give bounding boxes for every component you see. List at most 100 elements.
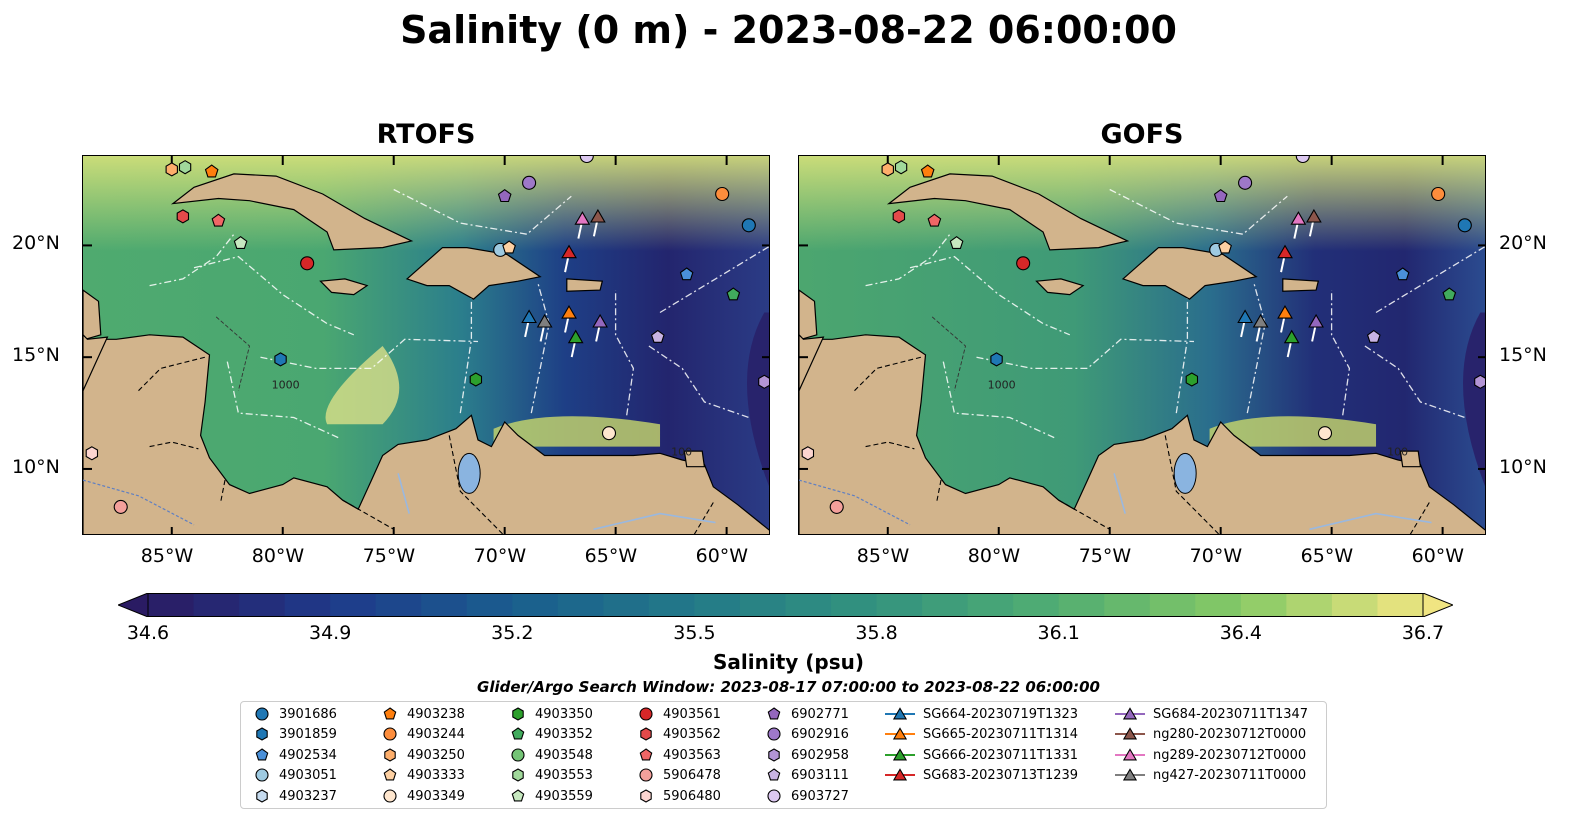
- legend-entry: 6903727: [765, 788, 849, 804]
- glider-track-ng427-20230711T0000: [539, 327, 545, 342]
- argo-float-4903333: [1218, 240, 1232, 254]
- legend-label: 3901686: [279, 706, 337, 722]
- colorbar-tick-label: 35.8: [855, 622, 898, 644]
- legend-label: 4903237: [279, 788, 337, 804]
- colorbar-bin: [876, 593, 923, 617]
- glider-SG683-20230713T1239: [1277, 244, 1293, 259]
- legend-entry: 4903563: [637, 747, 721, 763]
- argo-float-5906480: [801, 446, 815, 461]
- legend-label: SG683-20230713T1239: [923, 767, 1079, 783]
- glider-SG666-20230711T1331: [1283, 329, 1300, 344]
- legend-label: SG664-20230719T1323: [923, 706, 1079, 722]
- legend-entry: 4903350: [509, 706, 593, 722]
- argo-float-4903563: [927, 213, 942, 227]
- legend-entry: 4903237: [253, 788, 337, 804]
- eez-boundary: [909, 255, 1071, 336]
- colorbar-tick-label: 34.9: [308, 622, 352, 644]
- legend-entry: 3901686: [253, 706, 337, 722]
- contour-label: 100: [1387, 446, 1408, 459]
- argo-legend-icon: [384, 748, 396, 762]
- colorbar-min-arrow: [116, 592, 149, 618]
- argo-legend-icon: [767, 727, 781, 741]
- argo-legend-icon: [639, 707, 653, 721]
- legend-entry: SG684-20230711T1347: [1115, 706, 1308, 722]
- river: [1113, 473, 1126, 514]
- legend-label: 5906480: [663, 788, 721, 804]
- legend-entry: 5906478: [637, 767, 721, 783]
- glider-track-SG666-20230711T1331: [1286, 342, 1292, 358]
- country-border: [1058, 499, 1110, 530]
- argo-float-3901686: [1457, 218, 1472, 233]
- argo-float-4903561: [300, 256, 315, 271]
- legend-entry: ng280-20230712T0000: [1115, 726, 1306, 742]
- glider-SG684-20230711T1347: [1308, 313, 1324, 328]
- argo-float-6903727: [579, 156, 594, 164]
- argo-legend-icon: [383, 789, 397, 803]
- glider-track-SG683-20230713T1239: [564, 257, 570, 273]
- eez-boundary: [226, 361, 339, 439]
- glider-legend-icon: [1115, 707, 1145, 720]
- land: [1282, 278, 1320, 292]
- high-salinity-band: [799, 156, 1485, 251]
- country-border: [1409, 502, 1430, 534]
- y-tick-label-left: 15°N: [12, 344, 60, 367]
- colorbar-bin: [1195, 593, 1242, 617]
- argo-float-3901859: [990, 352, 1003, 367]
- colorbar-tick-label: 36.7: [1401, 622, 1445, 644]
- high-salinity-band: [83, 156, 769, 251]
- legend-entry: 4903352: [509, 726, 593, 742]
- atlantic-low-salinity: [1463, 312, 1485, 486]
- argo-float-5906480: [85, 446, 99, 461]
- legend-label: 4903561: [663, 706, 721, 722]
- glider-SG684-20230711T1347: [592, 313, 608, 328]
- legend-entry: 6902916: [765, 726, 849, 742]
- legend-label: 6902771: [791, 706, 849, 722]
- coastal-band: [1209, 416, 1377, 447]
- legend-entry: 4903561: [637, 706, 721, 722]
- legend-entry: ng427-20230711T0000: [1115, 767, 1306, 783]
- glider-SG665-20230711T1314: [1277, 305, 1293, 319]
- colorbar-bin: [739, 593, 787, 617]
- argo-float-4903561: [1016, 256, 1031, 271]
- x-tick-label: 75°W: [1078, 545, 1132, 567]
- country-border: [138, 356, 206, 392]
- argo-float-6902958: [758, 374, 769, 389]
- contour-label: 1000: [272, 378, 300, 391]
- legend-label: SG666-20230711T1331: [923, 747, 1079, 763]
- legend-entry: SG666-20230711T1331: [885, 747, 1078, 763]
- eez-boundary: [648, 345, 750, 419]
- argo-legend-icon: [640, 727, 652, 741]
- colorbar-tick-label: 34.6: [126, 622, 170, 644]
- legend-label: SG665-20230711T1314: [923, 726, 1079, 742]
- river: [1309, 512, 1432, 531]
- glider-track-SG664-20230719T1323: [1240, 322, 1246, 338]
- glider-ng289-20230712T0000: [1290, 211, 1307, 225]
- contour-label: 1000: [988, 378, 1016, 391]
- legend-label: ng427-20230711T0000: [1153, 767, 1307, 783]
- legend-entry: 4903562: [637, 726, 721, 742]
- country-border: [149, 441, 199, 450]
- legend-entry: 4903238: [381, 706, 465, 722]
- glider-legend-icon: [1115, 768, 1145, 781]
- legend-label: 4903051: [279, 767, 337, 783]
- x-tick-label: 60°W: [695, 545, 749, 567]
- argo-float-4903553: [894, 160, 908, 175]
- country-border: [1164, 435, 1220, 534]
- colorbar-bin: [375, 593, 422, 617]
- eez-boundary: [530, 283, 550, 414]
- argo-float-4902534: [679, 267, 694, 281]
- x-tick-label: 65°W: [584, 545, 638, 567]
- argo-float-4903349: [1317, 426, 1333, 441]
- argo-float-4903250: [881, 162, 894, 177]
- colorbar-bin: [193, 593, 240, 617]
- legend-entry: 4903244: [381, 726, 465, 742]
- argo-float-4903350: [469, 372, 483, 387]
- map-gofs: 1000 100: [798, 155, 1486, 535]
- argo-float-6903111: [1366, 329, 1381, 343]
- argo-float-4903352: [1442, 287, 1457, 301]
- legend-entry: 4903051: [253, 767, 337, 783]
- colorbar-bin: [1377, 593, 1424, 617]
- argo-legend-icon: [512, 768, 524, 782]
- argo-legend-icon: [256, 727, 268, 741]
- atlantic-low-salinity: [747, 312, 769, 486]
